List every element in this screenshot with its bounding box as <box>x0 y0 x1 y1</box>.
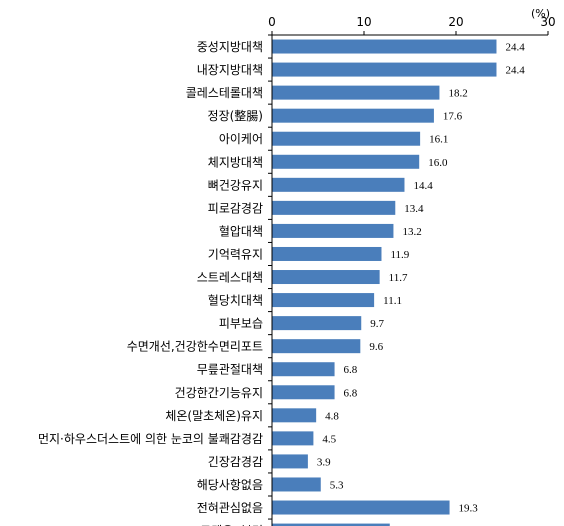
value-label: 14.4 <box>413 180 433 192</box>
bar <box>272 108 434 123</box>
category-label: 피로감경감 <box>208 201 263 215</box>
value-label: 11.7 <box>389 272 408 284</box>
value-label: 3.9 <box>317 456 331 468</box>
bar <box>272 408 317 423</box>
category-label: 뼈건강유지 <box>208 178 263 192</box>
unit-label: (%) <box>531 7 550 20</box>
category-label: 수면개선,건강한수면리포트 <box>127 340 263 354</box>
bar <box>272 293 375 308</box>
value-label: 9.6 <box>369 341 383 353</box>
category-label: 체온(말초체온)유지 <box>165 409 263 423</box>
category-label: 중성지방대책 <box>197 39 263 54</box>
category-label: 기억력유지 <box>208 247 263 261</box>
category-label: 혈압대책 <box>219 223 263 238</box>
category-label: 혈당치대책 <box>208 293 263 308</box>
category-label: 체지방대책 <box>208 154 263 169</box>
value-label: 11.1 <box>383 295 402 307</box>
category-label: 피부보습 <box>219 317 263 331</box>
bar <box>272 339 361 354</box>
value-label: 17.6 <box>443 111 463 123</box>
category-label: 정장(整腸) <box>208 108 263 123</box>
category-label: 아이케어 <box>219 132 263 146</box>
bar <box>272 154 420 169</box>
bar <box>272 85 440 100</box>
bar <box>272 500 450 515</box>
bars-layer <box>272 39 497 526</box>
value-label: 9.7 <box>370 318 384 330</box>
value-label: 6.8 <box>344 364 358 376</box>
bar <box>272 454 308 469</box>
bar <box>272 523 390 526</box>
value-label: 6.8 <box>344 387 358 399</box>
labels-layer: 중성지방대책 24.4 내장지방대책 24.4 콜레스테롤대책 18.2 정장(整腸) 17.… <box>38 39 525 526</box>
bar <box>272 246 382 261</box>
bar <box>272 385 335 400</box>
bar <box>272 477 321 492</box>
category-label: 무릎관절대책 <box>197 362 263 377</box>
x-tick-label: 0 <box>268 15 276 29</box>
value-label: 11.9 <box>390 249 409 261</box>
bar <box>272 177 405 192</box>
category-label: 해당사항없음 <box>197 478 263 492</box>
value-label: 13.2 <box>402 226 421 238</box>
category-label: 모르겠음, 불명 <box>189 524 263 526</box>
value-label: 4.8 <box>325 410 339 422</box>
category-label: 긴장감경감 <box>208 455 263 469</box>
bar <box>272 39 497 54</box>
bar <box>272 223 394 238</box>
bar <box>272 62 497 77</box>
bar <box>272 270 380 285</box>
value-label: 24.4 <box>505 42 525 54</box>
value-label: 24.4 <box>505 65 525 77</box>
value-label: 16.0 <box>428 157 448 169</box>
bar <box>272 362 335 377</box>
value-label: 16.1 <box>429 134 448 146</box>
value-label: 5.3 <box>330 479 344 491</box>
value-label: 13.4 <box>404 203 424 215</box>
category-label: 전혀관심없음 <box>197 501 263 515</box>
x-tick-label: 10 <box>356 15 371 29</box>
category-label: 콜레스테롤대책 <box>186 85 263 100</box>
x-tick-label: 20 <box>448 15 463 29</box>
axis-layer: 0 10 20 30 <box>268 15 556 526</box>
value-label: 19.3 <box>459 503 479 515</box>
bar <box>272 431 314 446</box>
category-label: 스트레스대책 <box>197 270 263 285</box>
value-label: 18.2 <box>448 88 467 100</box>
bar <box>272 200 396 215</box>
category-label: 먼지·하우스더스트에 의한 눈코의 불쾌감경감 <box>38 432 263 446</box>
bar <box>272 131 421 146</box>
value-label: 4.5 <box>322 433 336 445</box>
category-label: 내장지방대책 <box>197 62 263 77</box>
x-tick-label: 30 <box>540 15 555 29</box>
bar <box>272 316 362 331</box>
category-label: 건강한간기능유지 <box>175 386 263 400</box>
